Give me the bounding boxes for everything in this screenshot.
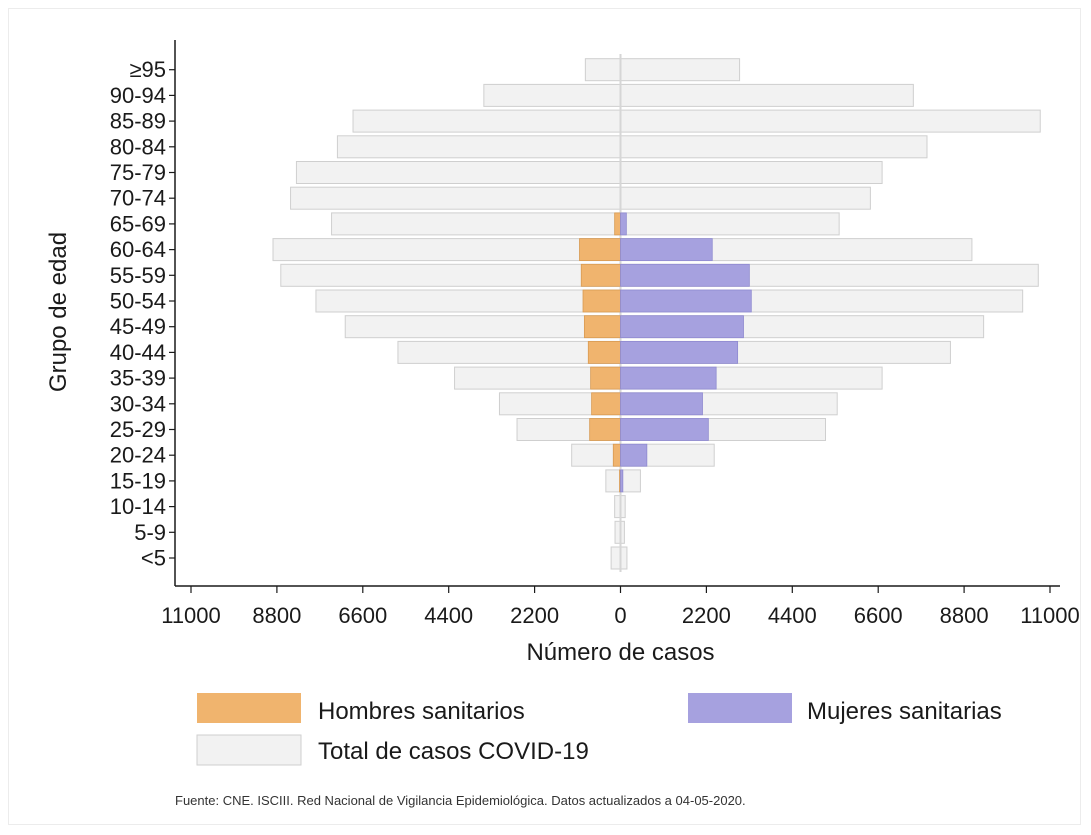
bar-total-left-3 [605,469,622,493]
bar-hombres-8 [587,340,621,364]
y-tick-label-16: 80-84 [110,134,166,159]
x-tick-label-4: 2200 [510,603,559,628]
y-tick-label-1: 5-9 [134,520,166,545]
bar-total-left-17 [352,109,621,133]
bar-total-left-8 [397,340,622,364]
y-tick-label-14: 70-74 [110,186,166,211]
x-tick-labels: 11000 8800 6600 4400 2200 0 2200 4400 6600 8800 11… [161,586,1080,628]
bar-total-right-17 [620,109,1041,133]
bar-hombres-4 [612,443,621,467]
sanitarios-bars-group [579,212,752,493]
bar-hombres-5 [589,418,621,441]
legend-label-0: Hombres sanitarios [318,698,525,725]
bar-hombres-9 [583,315,621,339]
bar-mujeres-10 [620,289,752,313]
y-tick-label-4: 20-24 [110,443,166,468]
x-tick-label-0: 11000 [161,603,221,628]
x-tick-label-1: 8800 [252,603,301,628]
bar-mujeres-3 [620,469,624,493]
y-axis-title: Grupo de edad [45,232,72,392]
y-tick-label-11: 55-59 [110,263,166,288]
bar-hombres-12 [579,238,621,262]
bar-total-left-9 [344,315,621,339]
bar-hombres-7 [590,366,621,390]
x-axis-title: Número de casos [526,639,714,666]
bar-total-left-13 [331,212,621,236]
y-tick-label-15: 75-79 [110,160,166,185]
x-tick-label-5: 0 [614,603,626,628]
total-bars-group [272,58,1041,570]
bar-hombres-13 [614,212,621,236]
y-tick-label-8: 40-44 [110,340,166,365]
y-tick-label-17: 85-89 [110,109,166,134]
bar-total-right-13 [620,212,840,236]
legend-swatch-2 [196,734,302,766]
bar-mujeres-11 [620,263,750,287]
bar-total-left-0 [610,546,621,570]
bar-mujeres-5 [620,418,709,441]
bar-hombres-11 [580,263,621,287]
y-tick-label-10: 50-54 [110,289,166,314]
y-tick-label-2: 10-14 [110,494,166,519]
legend-swatch-1 [688,693,792,723]
y-tick-label-7: 35-39 [110,366,166,391]
bar-total-left-15 [295,161,621,184]
bar-total-left-18 [483,83,621,107]
y-tick-label-3: 15-19 [110,468,166,493]
bar-total-left-14 [290,186,621,210]
y-tick-label-19: ≥95 [129,57,166,82]
y-tick-label-12: 60-64 [110,237,166,262]
bar-total-left-16 [336,135,621,159]
bar-mujeres-12 [620,238,713,262]
bar-mujeres-13 [620,212,627,236]
bar-total-right-15 [620,161,883,184]
bar-total-left-12 [272,238,621,262]
bar-total-right-16 [620,135,928,159]
bar-total-right-3 [620,469,641,493]
bar-total-left-10 [315,289,621,313]
bar-total-left-19 [584,58,621,82]
y-tick-label-18: 90-94 [110,83,166,108]
bar-total-right-18 [620,83,914,107]
x-tick-label-3: 4400 [424,603,473,628]
bar-mujeres-9 [620,315,744,339]
legend-label-1: Mujeres sanitarias [807,698,1002,725]
bar-hombres-6 [591,392,621,416]
x-tick-label-9: 8800 [940,603,989,628]
y-tick-label-9: 45-49 [110,314,166,339]
y-tick-label-0: <5 [141,546,166,571]
y-tick-labels: <55-910-1415-1920-2425-2930-3435-3940-44… [110,57,175,571]
bar-total-right-19 [620,58,741,82]
legend: Hombres sanitarios Mujeres sanitarias Tota… [196,693,1002,766]
y-tick-label-5: 25-29 [110,417,166,442]
bar-mujeres-7 [620,366,717,390]
bar-total-right-14 [620,186,871,210]
bar-mujeres-6 [620,392,703,416]
legend-swatch-0 [197,693,301,723]
bar-mujeres-4 [620,443,648,467]
x-tick-label-6: 2200 [682,603,731,628]
bar-mujeres-8 [620,340,739,364]
x-tick-label-8: 6600 [854,603,903,628]
y-tick-label-6: 30-34 [110,391,166,416]
bar-hombres-10 [582,289,621,313]
y-tick-label-13: 65-69 [110,211,166,236]
legend-label-2: Total de casos COVID-19 [318,738,589,765]
x-tick-label-7: 4400 [768,603,817,628]
source-note: Fuente: CNE. ISCIII. Red Nacional de Vig… [175,793,746,808]
bar-total-left-11 [280,263,621,287]
x-tick-label-10: 11000 [1020,603,1080,628]
axes-group [174,40,1060,587]
x-tick-label-2: 6600 [338,603,387,628]
